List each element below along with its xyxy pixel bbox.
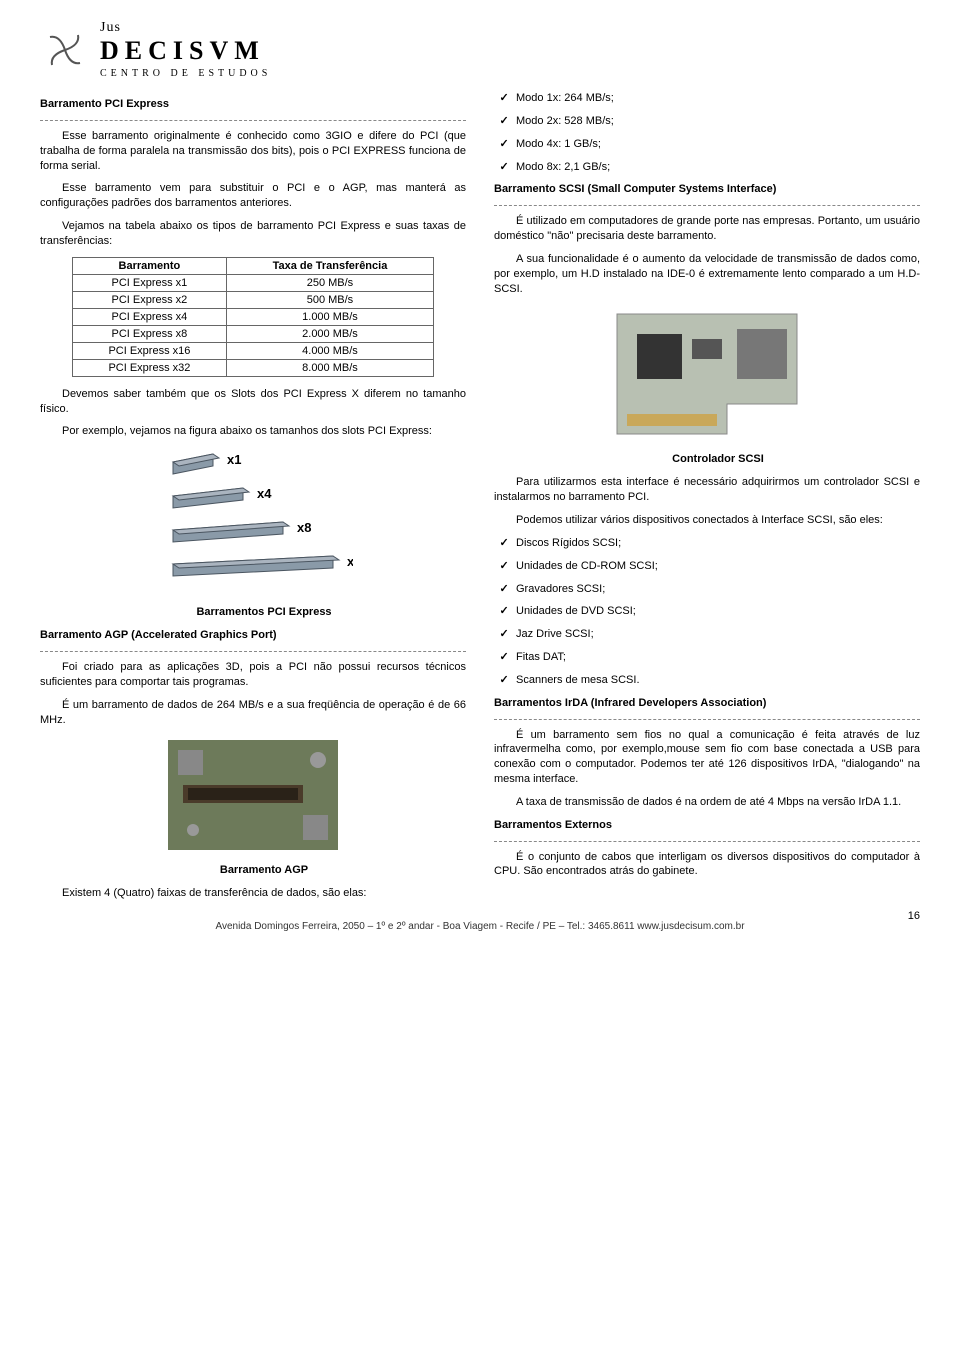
heading-externos: Barramentos Externos bbox=[494, 818, 920, 833]
svg-text:x8: x8 bbox=[297, 520, 311, 535]
paragraph: É o conjunto de cabos que interligam os … bbox=[494, 850, 920, 880]
list-item: Unidades de CD-ROM SCSI; bbox=[494, 559, 920, 574]
table-cell: PCI Express x16 bbox=[72, 342, 226, 359]
paragraph: É um barramento de dados de 264 MB/s e a… bbox=[40, 698, 466, 728]
paragraph: É utilizado em computadores de grande po… bbox=[494, 214, 920, 244]
site-logo: Jus DECISVM CENTRO DE ESTUDOS bbox=[40, 20, 920, 79]
heading-agp: Barramento AGP (Accelerated Graphics Por… bbox=[40, 628, 466, 643]
paragraph: Para utilizarmos esta interface é necess… bbox=[494, 475, 920, 505]
page-number: 16 bbox=[908, 910, 920, 922]
paragraph: A taxa de transmissão de dados é na orde… bbox=[494, 795, 920, 810]
list-item: Modo 4x: 1 GB/s; bbox=[494, 137, 920, 152]
list-item: Gravadores SCSI; bbox=[494, 582, 920, 597]
list-item: Unidades de DVD SCSI; bbox=[494, 604, 920, 619]
paragraph: Devemos saber também que os Slots dos PC… bbox=[40, 387, 466, 417]
paragraph: Por exemplo, vejamos na figura abaixo os… bbox=[40, 424, 466, 439]
list-item: Discos Rígidos SCSI; bbox=[494, 536, 920, 551]
paragraph: Esse barramento vem para substituir o PC… bbox=[40, 181, 466, 211]
svg-text:x1: x1 bbox=[227, 452, 241, 467]
pci-slots-illustration: x1 x4 x8 x16 bbox=[153, 447, 353, 597]
paragraph: Existem 4 (Quatro) faixas de transferênc… bbox=[40, 886, 466, 901]
caption-agp: Barramento AGP bbox=[40, 863, 466, 878]
divider bbox=[494, 205, 920, 206]
table-row: PCI Express x328.000 MB/s bbox=[72, 359, 433, 376]
table-cell: PCI Express x32 bbox=[72, 359, 226, 376]
paragraph: Vejamos na tabela abaixo os tipos de bar… bbox=[40, 219, 466, 249]
divider bbox=[494, 719, 920, 720]
table-cell: 500 MB/s bbox=[226, 291, 433, 308]
paragraph: É um barramento sem fios no qual a comun… bbox=[494, 728, 920, 787]
table-row: PCI Express x2500 MB/s bbox=[72, 291, 433, 308]
logo-icon bbox=[40, 25, 90, 75]
logo-top: Jus bbox=[100, 20, 271, 36]
heading-irda: Barramentos IrDA (Infrared Developers As… bbox=[494, 696, 920, 711]
table-cell: PCI Express x2 bbox=[72, 291, 226, 308]
divider bbox=[494, 841, 920, 842]
table-cell: 4.000 MB/s bbox=[226, 342, 433, 359]
list-item: Scanners de mesa SCSI. bbox=[494, 673, 920, 688]
caption-scsi: Controlador SCSI bbox=[494, 452, 920, 467]
list-item: Jaz Drive SCSI; bbox=[494, 627, 920, 642]
paragraph: Esse barramento originalmente é conhecid… bbox=[40, 129, 466, 174]
divider bbox=[40, 651, 466, 652]
heading-pci-express: Barramento PCI Express bbox=[40, 97, 466, 112]
scsi-card-illustration bbox=[607, 304, 807, 444]
paragraph: Foi criado para as aplicações 3D, pois a… bbox=[40, 660, 466, 690]
logo-mid: DECISVM bbox=[100, 36, 271, 66]
svg-text:x4: x4 bbox=[257, 486, 272, 501]
list-item: Modo 2x: 528 MB/s; bbox=[494, 114, 920, 129]
table-cell: 1.000 MB/s bbox=[226, 308, 433, 325]
table-cell: 8.000 MB/s bbox=[226, 359, 433, 376]
svg-text:x16: x16 bbox=[347, 554, 353, 569]
list-item: Modo 1x: 264 MB/s; bbox=[494, 91, 920, 106]
table-row: PCI Express x41.000 MB/s bbox=[72, 308, 433, 325]
heading-scsi: Barramento SCSI (Small Computer Systems … bbox=[494, 182, 920, 197]
list-item: Modo 8x: 2,1 GB/s; bbox=[494, 160, 920, 175]
table-header: Taxa de Transferência bbox=[226, 257, 433, 274]
table-row: PCI Express x82.000 MB/s bbox=[72, 325, 433, 342]
divider bbox=[40, 120, 466, 121]
paragraph: A sua funcionalidade é o aumento da velo… bbox=[494, 252, 920, 297]
page-footer: Avenida Domingos Ferreira, 2050 – 1º e 2… bbox=[40, 921, 920, 932]
table-row: PCI Express x1250 MB/s bbox=[72, 274, 433, 291]
caption-pci-slots: Barramentos PCI Express bbox=[40, 605, 466, 620]
table-row: PCI Express x164.000 MB/s bbox=[72, 342, 433, 359]
table-cell: 2.000 MB/s bbox=[226, 325, 433, 342]
list-item: Fitas DAT; bbox=[494, 650, 920, 665]
paragraph: Podemos utilizar vários dispositivos con… bbox=[494, 513, 920, 528]
table-cell: PCI Express x4 bbox=[72, 308, 226, 325]
table-header: Barramento bbox=[72, 257, 226, 274]
pci-express-table: Barramento Taxa de Transferência PCI Exp… bbox=[72, 257, 434, 377]
logo-bot: CENTRO DE ESTUDOS bbox=[100, 68, 271, 79]
table-cell: PCI Express x1 bbox=[72, 274, 226, 291]
agp-slot-illustration bbox=[163, 735, 343, 855]
table-cell: PCI Express x8 bbox=[72, 325, 226, 342]
table-cell: 250 MB/s bbox=[226, 274, 433, 291]
